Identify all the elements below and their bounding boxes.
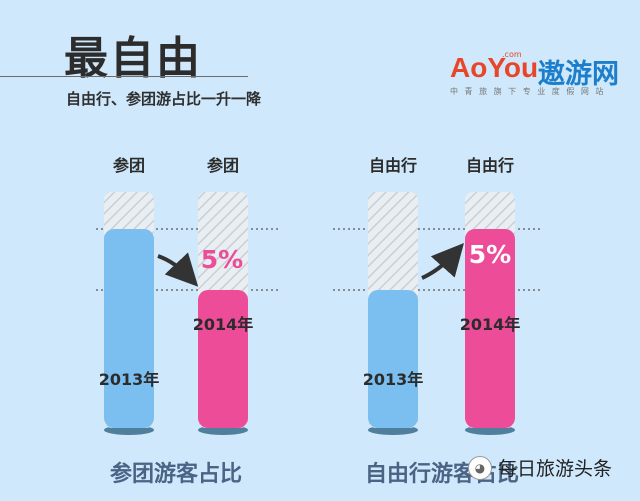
up-arrow (421, 243, 464, 280)
logo-tagline: 中 青 旅 旗 下 专 业 度 假 网 站 (450, 87, 606, 96)
logo-name-cn: 遨游网 (538, 59, 619, 90)
bar-2013 (104, 229, 154, 428)
logo-brand: AoYou (450, 52, 539, 83)
category-label: 参团 (207, 156, 239, 175)
category-label: 自由行 (466, 156, 514, 175)
chart-title: 自由行游客占比 (365, 461, 519, 487)
bar-2014 (465, 229, 515, 428)
logo-com: .com (502, 50, 522, 59)
watermark: ◕ 每日旅游头条 (468, 454, 612, 481)
change-label: 5% (469, 240, 511, 269)
category-label: 自由行 (369, 156, 417, 175)
page-subtitle: 自由行、参团游占比一升一降 (66, 90, 262, 108)
chart-title: 参团游客占比 (110, 461, 242, 487)
down-arrow (157, 252, 199, 287)
change-label: 5% (201, 245, 243, 274)
page-title: 最自由 (64, 33, 202, 84)
bar-2014 (198, 290, 248, 428)
category-label: 参团 (113, 156, 145, 175)
aoyou-logo[interactable]: AoYou .com 遨游网 中 青 旅 旗 下 专 业 度 假 网 站 (450, 50, 625, 102)
year-label: 2013年 (99, 370, 160, 389)
title-divider (0, 76, 248, 77)
year-label: 2014年 (460, 315, 521, 334)
year-label: 2013年 (363, 370, 424, 389)
watermark-text: 每日旅游头条 (498, 458, 613, 480)
bar-2013 (368, 290, 418, 428)
year-label: 2014年 (193, 315, 254, 334)
wechat-icon: ◕ (468, 455, 492, 480)
